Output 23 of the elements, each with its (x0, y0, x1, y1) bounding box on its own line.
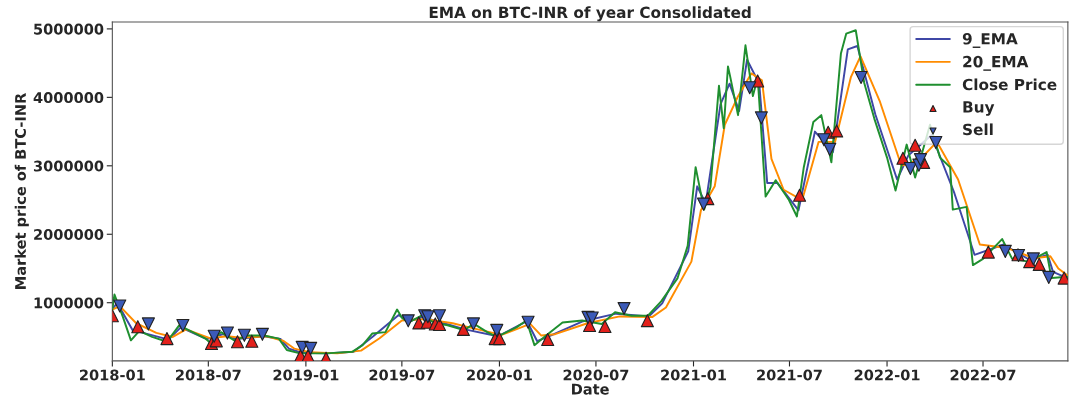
legend-label: 20_EMA (963, 55, 1029, 71)
x-tick-label: 2020-01 (467, 369, 532, 381)
y-tick-label: 4000000 (33, 92, 104, 104)
x-tick-label: 2022-01 (854, 369, 920, 381)
x-tick-label: 2022-07 (950, 369, 1016, 381)
x-tick-label: 2018-07 (176, 369, 241, 381)
x-tick-label: 2018-01 (80, 369, 145, 381)
x-tick-label: 2021-01 (661, 369, 726, 381)
legend-label: Close Price (962, 78, 1057, 91)
y-tick-label: 5000000 (34, 23, 104, 35)
chart-title: EMA on BTC-INR of year Consolidated (429, 6, 751, 22)
y-tick-label: 1000000 (34, 297, 104, 309)
legend-label: Sell (963, 123, 993, 136)
legend-label: 9_EMA (962, 33, 1018, 48)
x-axis-title: Date (572, 383, 609, 395)
y-tick-label: 3000000 (33, 160, 104, 172)
x-tick-label: 2019-07 (369, 369, 435, 381)
x-tick-label: 2021-07 (757, 369, 822, 381)
x-tick-label: 2020-07 (563, 369, 629, 381)
y-axis-title: Market price of BTC-INR (14, 93, 29, 289)
y-tick-label: 2000000 (34, 228, 104, 241)
x-tick-label: 2019-01 (273, 369, 339, 381)
legend-label: Buy (963, 101, 995, 116)
